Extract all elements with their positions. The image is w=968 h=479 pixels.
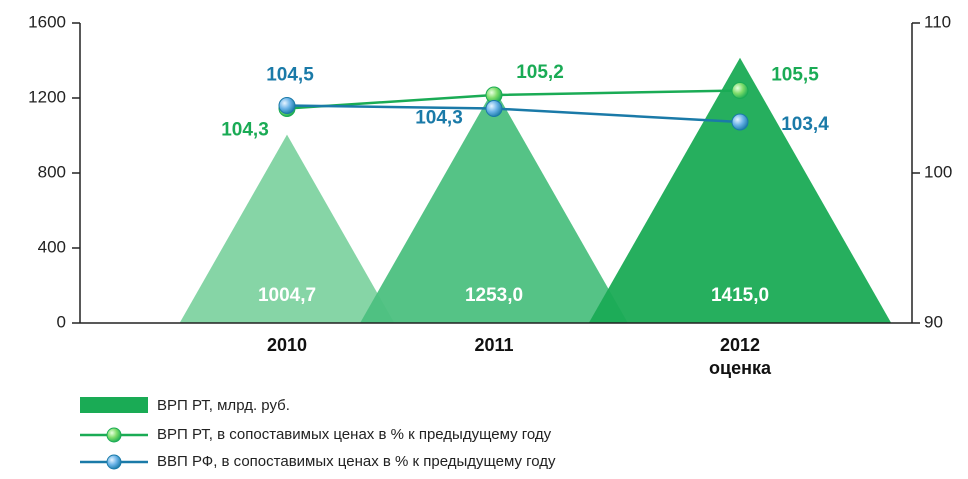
y-tick-label: 0 — [57, 312, 66, 331]
data-label: 105,2 — [516, 62, 564, 83]
line-series — [286, 104, 741, 124]
y-tick-label: 1600 — [28, 12, 66, 31]
line-point — [485, 100, 503, 117]
y-tick-label: 400 — [38, 237, 66, 256]
legend-label: ВРП РТ, млрд. руб. — [157, 397, 290, 414]
y2-tick-label: 100 — [924, 162, 952, 181]
data-label: 103,4 — [781, 114, 829, 135]
legend-label: ВВП РФ, в сопоставимых ценах в % к преды… — [157, 453, 556, 470]
data-label: 104,3 — [415, 108, 463, 129]
legend-marker — [106, 454, 122, 470]
x-tick-label: 2012 оценка — [709, 335, 772, 378]
y2-tick-label: 90 — [924, 312, 943, 331]
x-tick-label: 2011 — [474, 335, 513, 355]
data-label: 1253,0 — [465, 285, 523, 306]
line-point — [731, 113, 749, 131]
line-point — [731, 82, 749, 99]
legend-label: ВРП РТ, в сопоставимых ценах в % к преды… — [157, 426, 552, 443]
y2-tick-label: 110 — [924, 12, 951, 31]
data-label: 104,3 — [221, 120, 269, 141]
x-tick-label: 2010 — [267, 335, 307, 355]
data-label: 105,5 — [771, 65, 819, 86]
data-label: 1415,0 — [711, 285, 769, 306]
triangle-bar — [360, 88, 628, 323]
legend-swatch — [80, 397, 148, 413]
line-point — [278, 97, 296, 114]
data-label: 104,5 — [266, 65, 314, 86]
y-tick-label: 800 — [38, 162, 66, 181]
y-tick-label: 1200 — [28, 87, 66, 106]
legend-marker — [106, 427, 122, 443]
data-label: 1004,7 — [258, 285, 316, 306]
triangle-bar — [588, 57, 892, 323]
triangle-bar — [179, 134, 395, 323]
